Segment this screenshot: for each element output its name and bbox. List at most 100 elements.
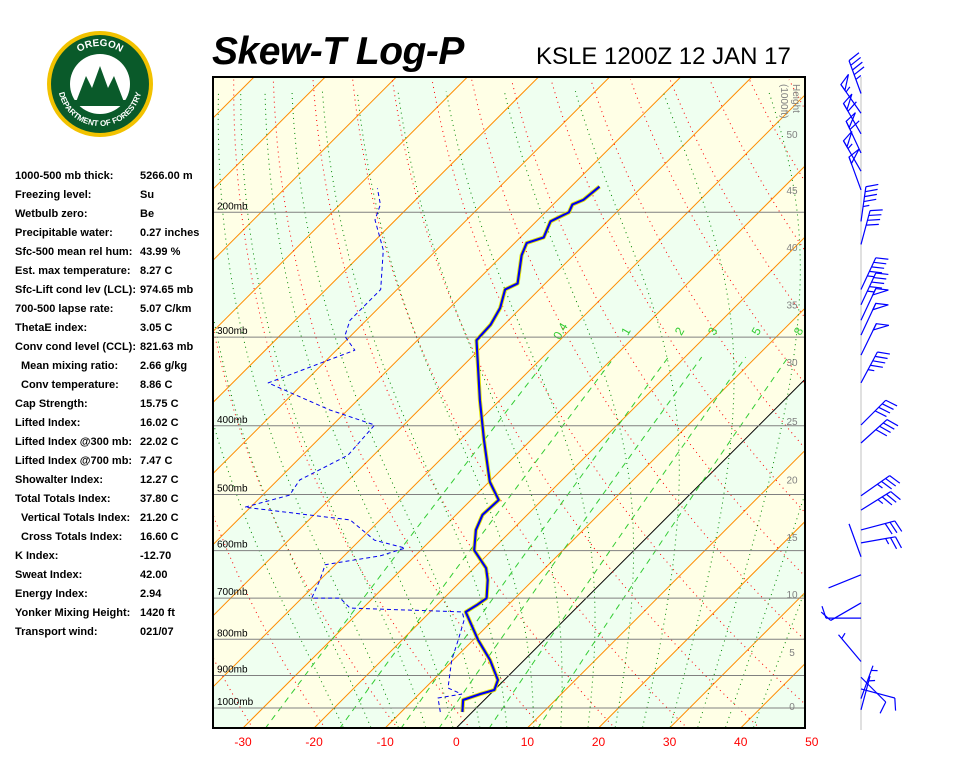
oregon-forestry-logo: OREGON DEPARTMENT OF FORESTRY	[47, 31, 153, 137]
stat-label: Transport wind:	[15, 626, 98, 638]
wind-barb-half	[867, 369, 875, 372]
wind-barb	[860, 323, 890, 356]
stat-label: Sweat Index:	[15, 569, 83, 581]
stat-label: Vertical Totals Index:	[21, 512, 131, 524]
wind-barb-full	[889, 475, 901, 484]
wind-barb	[860, 287, 889, 321]
height-tick-label: 5	[789, 648, 795, 659]
stat-value: 12.27 C	[140, 474, 179, 486]
stat-value: 21.20 C	[140, 512, 179, 524]
plot-frame	[212, 76, 806, 729]
wind-barb	[820, 602, 862, 621]
stat-label: Lifted Index:	[15, 417, 81, 429]
wind-barb	[860, 536, 903, 550]
wind-barb-staff	[828, 574, 862, 589]
wind-barb	[838, 632, 862, 662]
wind-barb	[821, 605, 861, 619]
stat-label: 1000-500 mb thick:	[15, 170, 114, 182]
wind-barb-staff	[860, 675, 871, 710]
moist-adiabat	[321, 91, 508, 728]
wind-barb-full	[853, 66, 865, 76]
wind-barb-half	[845, 86, 851, 93]
stat-value: 5266.00 m	[140, 170, 193, 182]
height-tick-label: 30	[786, 358, 798, 369]
height-tick-label: 0	[789, 702, 795, 713]
moist-adiabat	[697, 91, 801, 728]
wind-barb-full	[877, 351, 891, 355]
stat-label: 700-500 lapse rate:	[15, 303, 114, 315]
isotherm-line	[812, 77, 960, 728]
wind-barb-full	[873, 261, 887, 265]
stat-value: 16.60 C	[140, 531, 179, 543]
stat-value: Be	[140, 208, 155, 220]
stat-label: K Index:	[15, 550, 59, 562]
pressure-label: 300mb	[217, 326, 248, 337]
stat-value: 821.63 mb	[140, 341, 194, 353]
wind-barb-staff	[860, 491, 891, 511]
wind-barb-full	[874, 410, 887, 418]
wind-barb-half	[841, 632, 846, 639]
x-tick-label: 30	[663, 735, 677, 749]
pressure-label: 600mb	[217, 540, 248, 551]
stat-label: Conv temperature:	[21, 379, 119, 391]
wind-barb-full	[886, 419, 899, 427]
wind-barb	[860, 257, 889, 290]
stat-value: 8.86 C	[140, 379, 173, 391]
wind-barb-pennant	[840, 74, 850, 92]
wind-barb-full	[871, 266, 885, 269]
height-axis-label: Height	[790, 84, 801, 113]
stat-label: Lifted Index @700 mb:	[15, 455, 133, 467]
mixing-ratio-line	[488, 356, 747, 728]
wind-barb-full	[820, 611, 832, 621]
wind-barb-staff	[860, 676, 887, 703]
stat-label: Sfc-500 mean rel hum:	[15, 246, 133, 258]
wind-barb-full	[867, 218, 881, 221]
wind-barb-full	[863, 198, 877, 203]
wind-barb-staff	[860, 257, 877, 290]
isotherm-line	[213, 77, 397, 262]
wind-barb	[828, 574, 862, 589]
wind-barb	[860, 183, 879, 222]
isotherm-line	[213, 77, 326, 190]
dry-adiabat	[312, 79, 616, 728]
pressure-label: 200mb	[217, 201, 248, 212]
wind-barb-staff	[860, 272, 877, 305]
wind-barb-full	[865, 183, 879, 188]
wind-barb-staff	[848, 60, 862, 94]
isotherm-band	[812, 77, 960, 728]
wind-barb-full	[875, 257, 889, 260]
wind-barb-full	[869, 286, 883, 289]
stat-label: Lifted Index @300 mb:	[15, 436, 133, 448]
isotherm-line	[242, 165, 805, 728]
wind-barb-full	[879, 425, 891, 434]
wind-barb-full	[847, 101, 857, 112]
temperature-line	[461, 185, 601, 713]
pressure-label: 1000mb	[217, 697, 254, 708]
wind-barb	[848, 148, 862, 191]
wind-barb-staff	[860, 665, 874, 699]
wind-barb-half	[877, 483, 883, 489]
wind-barb-full	[894, 520, 903, 532]
wind-barb-full	[872, 360, 886, 364]
stat-label: Yonker Mixing Height:	[15, 607, 131, 619]
wind-barb	[860, 491, 901, 511]
height-tick-label: 40	[786, 243, 798, 254]
wind-barb-half	[885, 538, 890, 545]
wind-barb-pennant	[871, 302, 889, 311]
wind-barb	[845, 112, 862, 154]
x-tick-label: -30	[234, 735, 252, 749]
height-tick-label: 25	[786, 417, 798, 428]
wind-barb	[860, 675, 876, 710]
isotherm-line	[213, 94, 805, 688]
height-tick-label: 15	[786, 533, 798, 544]
mixing-ratio-line	[264, 356, 549, 728]
wind-barb-full	[890, 491, 901, 501]
wind-barb-pennant	[871, 287, 889, 296]
wind-barb-full	[848, 52, 860, 62]
chart-title: Skew-T Log-P	[212, 30, 464, 73]
wind-barb	[860, 665, 878, 699]
wind-barb-staff	[860, 536, 896, 544]
stat-value: 0.27 inches	[140, 227, 200, 239]
stat-value: 2.66 g/kg	[140, 360, 188, 372]
stat-value: 7.47 C	[140, 455, 173, 467]
